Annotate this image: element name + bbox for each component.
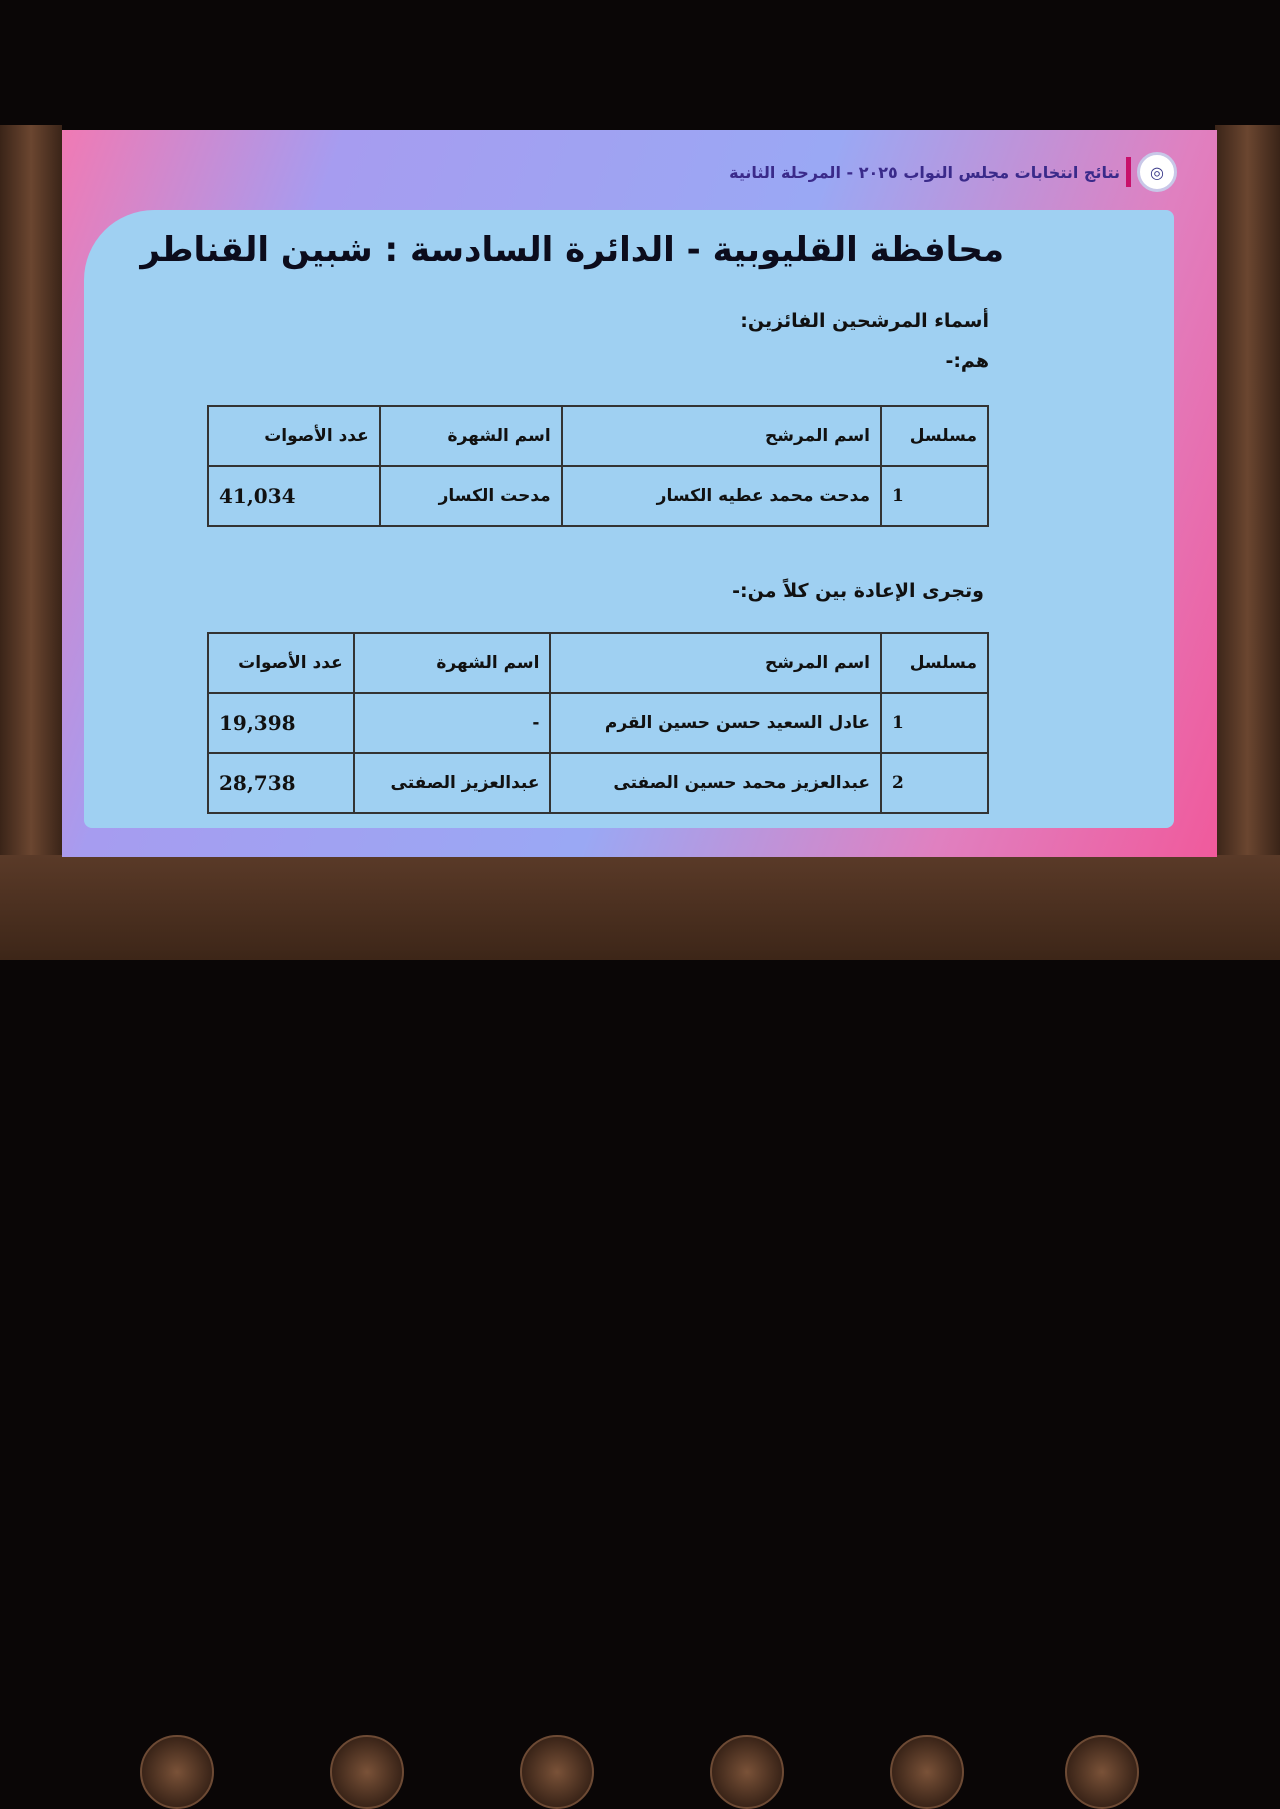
wall-bottom (0, 855, 1280, 1809)
votes: 19,398 (207, 692, 355, 754)
wall-panel-right (1215, 125, 1280, 960)
eagle-emblem-icon (330, 1735, 404, 1809)
winners-table: مسلسل اسم المرشح اسم الشهرة عدد الأصوات … (207, 405, 989, 527)
col-serial: مسلسل (880, 405, 989, 467)
nickname: - (352, 692, 552, 754)
header-title: نتائج انتخابات مجلس النواب ٢٠٢٥ - المرحل… (729, 162, 1120, 182)
candidate-name: عبدالعزيز محمد حسين الصفتى (549, 752, 882, 814)
col-nickname: اسم الشهرة (352, 632, 552, 694)
table-header-row: مسلسل اسم المرشح اسم الشهرة عدد الأصوات (207, 405, 989, 467)
col-name: اسم المرشح (560, 405, 883, 467)
wall-panel-left (0, 125, 62, 960)
presentation-screen: ◎ نتائج انتخابات مجلس النواب ٢٠٢٥ - المر… (62, 130, 1217, 857)
table-row: 1 مدحت محمد عطيه الكسار مدحت الكسار 41,0… (207, 465, 989, 527)
candidate-name: مدحت محمد عطيه الكسار (560, 465, 883, 527)
serial: 2 (880, 752, 989, 814)
parliament-logo-icon: ◎ (1137, 152, 1177, 192)
winners-sub: هم:- (945, 350, 989, 372)
slide-title: محافظة القليوبية - الدائرة السادسة : شبي… (140, 230, 1004, 270)
votes: 28,738 (207, 752, 355, 814)
candidate-name: عادل السعيد حسن حسين القرم (549, 692, 882, 754)
col-serial: مسلسل (880, 632, 989, 694)
col-name: اسم المرشح (549, 632, 882, 694)
nickname: مدحت الكسار (378, 465, 563, 527)
eagle-emblem-icon (710, 1735, 784, 1809)
votes: 41,034 (207, 465, 381, 527)
slide-card: محافظة القليوبية - الدائرة السادسة : شبي… (84, 210, 1174, 828)
table-row: 1 عادل السعيد حسن حسين القرم - 19,398 (207, 692, 989, 754)
col-votes: عدد الأصوات (207, 632, 355, 694)
eagle-emblem-icon (520, 1735, 594, 1809)
slide-header: ◎ نتائج انتخابات مجلس النواب ٢٠٢٥ - المر… (729, 152, 1177, 192)
table-header-row: مسلسل اسم المرشح اسم الشهرة عدد الأصوات (207, 632, 989, 694)
eagle-emblem-icon (890, 1735, 964, 1809)
nickname: عبدالعزيز الصفتى (352, 752, 552, 814)
winners-label: أسماء المرشحين الفائزين: (740, 310, 989, 332)
eagle-emblem-icon (1065, 1735, 1139, 1809)
col-nickname: اسم الشهرة (378, 405, 563, 467)
serial: 1 (880, 465, 989, 527)
eagle-emblem-icon (140, 1735, 214, 1809)
header-divider (1126, 157, 1131, 187)
col-votes: عدد الأصوات (207, 405, 381, 467)
runoff-label: وتجرى الإعادة بين كلاً من:- (732, 580, 984, 602)
table-row: 2 عبدالعزيز محمد حسين الصفتى عبدالعزيز ا… (207, 752, 989, 814)
runoff-table: مسلسل اسم المرشح اسم الشهرة عدد الأصوات … (207, 632, 989, 814)
serial: 1 (880, 692, 989, 754)
